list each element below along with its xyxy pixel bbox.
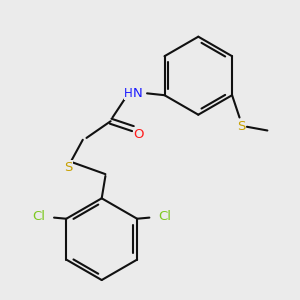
Text: Cl: Cl [32,210,45,224]
Text: H: H [124,87,133,100]
Text: Cl: Cl [158,210,172,224]
Text: O: O [133,128,144,141]
Text: N: N [133,87,142,100]
Text: S: S [64,161,72,174]
Text: S: S [237,120,246,133]
